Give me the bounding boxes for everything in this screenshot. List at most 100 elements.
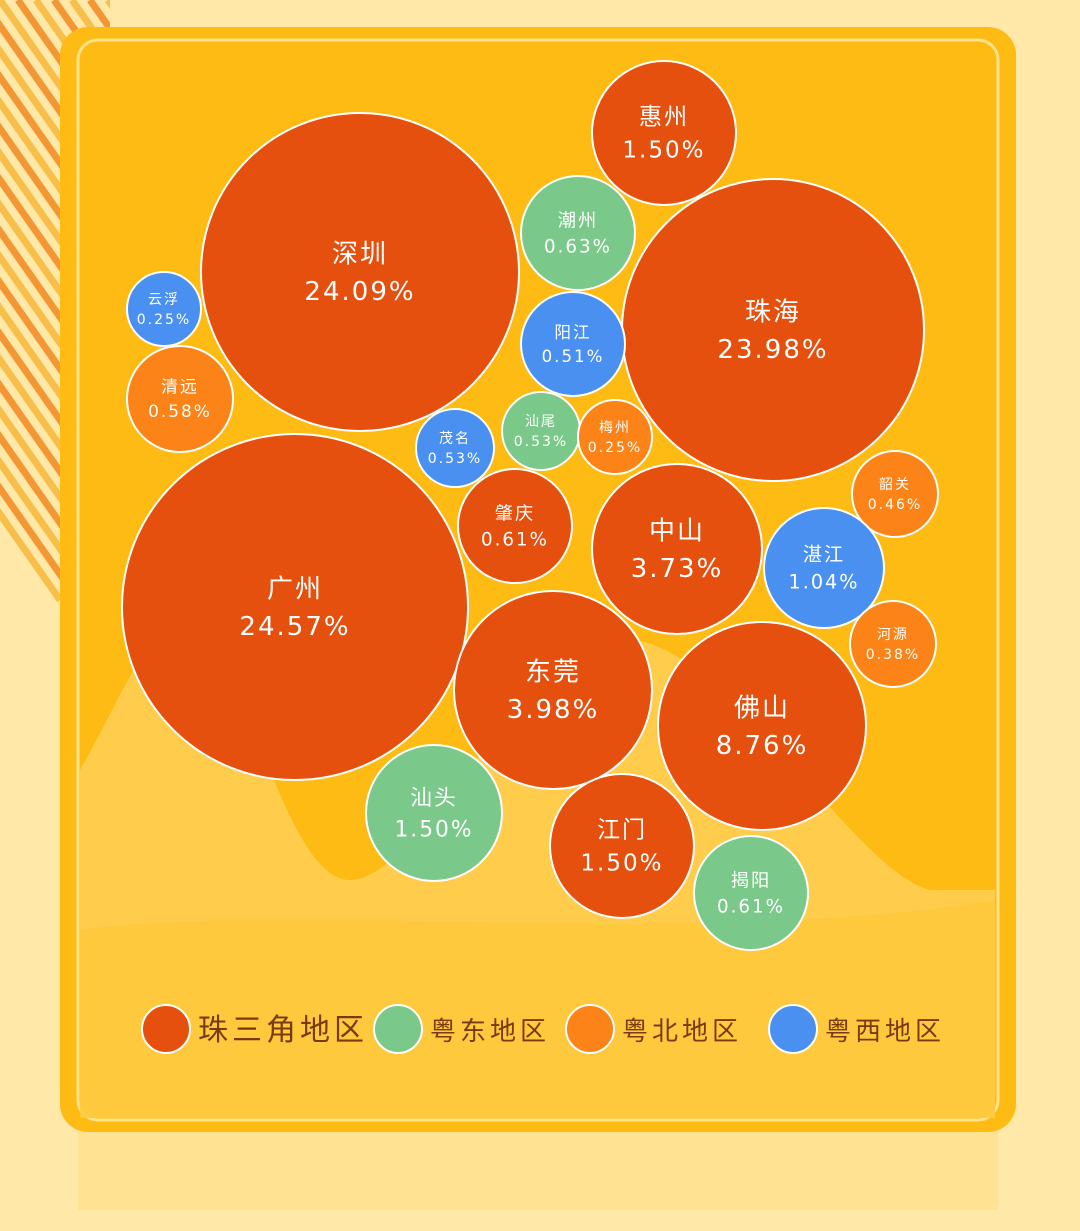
bubble-city-label: 湛江 <box>803 543 845 566</box>
bubble-city-label: 中山 <box>649 516 705 546</box>
bubble-circle <box>453 590 653 790</box>
bubble-value-label: 1.50% <box>622 138 705 164</box>
bubble-value-label: 0.51% <box>542 347 605 366</box>
bubble-city-label: 云浮 <box>148 292 180 308</box>
bubble-city-label: 深圳 <box>332 239 388 269</box>
bubble-value-label: 0.63% <box>544 237 612 258</box>
bubble-layer: 惠州 1.50% 深圳 24.09% 潮州 0.63% 珠海 23.98% 云浮 0.25% 阳江 0… <box>121 60 939 951</box>
bubble-广州: 广州 24.57% <box>121 433 469 781</box>
bubble-circle <box>693 835 809 951</box>
bubble-value-label: 24.09% <box>304 277 415 307</box>
bubble-清远: 清远 0.58% <box>126 345 234 453</box>
legend-item: 粤北地区 <box>565 1004 742 1054</box>
bubble-河源: 河源 0.38% <box>849 600 937 688</box>
bubble-茂名: 茂名 0.53% <box>415 408 495 488</box>
bubble-韶关: 韶关 0.46% <box>851 450 939 538</box>
bubble-circle <box>591 60 737 206</box>
bubble-circle <box>365 744 503 882</box>
bubble-江门: 江门 1.50% <box>549 773 695 919</box>
bubble-circle <box>849 600 937 688</box>
legend-item: 珠三角地区 <box>141 1004 368 1054</box>
bubble-circle <box>763 507 885 629</box>
legend-item: 粤西地区 <box>768 1004 945 1054</box>
bubble-city-label: 梅州 <box>599 420 631 436</box>
bubble-value-label: 0.61% <box>717 897 785 918</box>
legend-swatch <box>565 1004 615 1054</box>
bubble-肇庆: 肇庆 0.61% <box>457 468 573 584</box>
legend-swatch <box>141 1004 191 1054</box>
bubble-city-label: 珠海 <box>745 297 801 327</box>
bubble-city-label: 汕头 <box>410 786 458 811</box>
legend-swatch <box>768 1004 818 1054</box>
bubble-city-label: 揭阳 <box>731 870 771 891</box>
bubble-云浮: 云浮 0.25% <box>126 271 202 347</box>
bubble-珠海: 珠海 23.98% <box>621 178 925 482</box>
bubble-潮州: 潮州 0.63% <box>520 175 636 291</box>
bubble-city-label: 茂名 <box>439 430 471 447</box>
bubble-value-label: 0.25% <box>137 312 191 328</box>
bubble-value-label: 0.38% <box>866 647 920 663</box>
card-shadow <box>78 1120 998 1210</box>
bubble-city-label: 潮州 <box>558 210 598 231</box>
bubble-value-label: 0.58% <box>148 401 212 421</box>
bubble-value-label: 24.57% <box>239 612 350 642</box>
legend-swatch <box>373 1004 423 1054</box>
bubble-city-label: 河源 <box>877 627 909 643</box>
bubble-value-label: 8.76% <box>716 731 809 761</box>
bubble-阳江: 阳江 0.51% <box>520 291 626 397</box>
bubble-city-label: 惠州 <box>639 104 689 130</box>
bubble-city-label: 清远 <box>161 377 199 397</box>
bubble-湛江: 湛江 1.04% <box>763 507 885 629</box>
bubble-circle <box>577 399 653 475</box>
bubble-circle <box>200 112 520 432</box>
bubble-circle <box>549 773 695 919</box>
bubble-佛山: 佛山 8.76% <box>657 621 867 831</box>
bubble-city-label: 肇庆 <box>495 503 535 524</box>
bubble-circle <box>520 175 636 291</box>
bubble-中山: 中山 3.73% <box>591 463 763 635</box>
bubble-value-label: 0.46% <box>868 497 922 513</box>
bubble-circle <box>851 450 939 538</box>
bubble-value-label: 0.53% <box>428 451 482 467</box>
bubble-value-label: 0.61% <box>481 530 549 551</box>
bubble-circle <box>126 271 202 347</box>
bubble-value-label: 0.53% <box>514 434 568 450</box>
bubble-揭阳: 揭阳 0.61% <box>693 835 809 951</box>
legend-label: 珠三角地区 <box>198 1013 368 1048</box>
legend-label: 粤西地区 <box>825 1017 945 1047</box>
bubble-city-label: 阳江 <box>554 323 591 342</box>
bubble-circle <box>520 291 626 397</box>
legend: 珠三角地区 粤东地区 粤北地区 粤西地区 <box>141 1004 945 1054</box>
bubble-惠州: 惠州 1.50% <box>591 60 737 206</box>
bubble-circle <box>415 408 495 488</box>
bubble-city-label: 佛山 <box>734 693 790 723</box>
bubble-city-label: 江门 <box>597 817 647 843</box>
bubble-value-label: 1.50% <box>394 817 473 842</box>
bubble-city-label: 东莞 <box>525 657 581 687</box>
bubble-东莞: 东莞 3.98% <box>453 590 653 790</box>
legend-item: 粤东地区 <box>373 1004 550 1054</box>
bubble-value-label: 0.25% <box>588 440 642 456</box>
bubble-circle <box>657 621 867 831</box>
bubble-value-label: 23.98% <box>717 335 828 365</box>
bubble-梅州: 梅州 0.25% <box>577 399 653 475</box>
legend-label: 粤东地区 <box>430 1017 550 1047</box>
bubble-circle <box>126 345 234 453</box>
bubble-汕尾: 汕尾 0.53% <box>501 391 581 471</box>
bubble-circle <box>457 468 573 584</box>
bubble-city-label: 广州 <box>267 574 323 604</box>
bubble-city-label: 汕尾 <box>525 414 557 430</box>
bubble-value-label: 3.98% <box>507 695 600 725</box>
bubble-circle <box>621 178 925 482</box>
bubble-value-label: 1.50% <box>580 851 663 877</box>
bubble-value-label: 3.73% <box>631 554 724 584</box>
legend-label: 粤北地区 <box>622 1017 742 1047</box>
bubble-circle <box>591 463 763 635</box>
bubble-深圳: 深圳 24.09% <box>200 112 520 432</box>
bubble-circle <box>121 433 469 781</box>
bubble-city-label: 韶关 <box>879 477 911 493</box>
bubble-value-label: 1.04% <box>789 571 860 594</box>
card-inner-border <box>76 38 1000 1122</box>
bubble-汕头: 汕头 1.50% <box>365 744 503 882</box>
